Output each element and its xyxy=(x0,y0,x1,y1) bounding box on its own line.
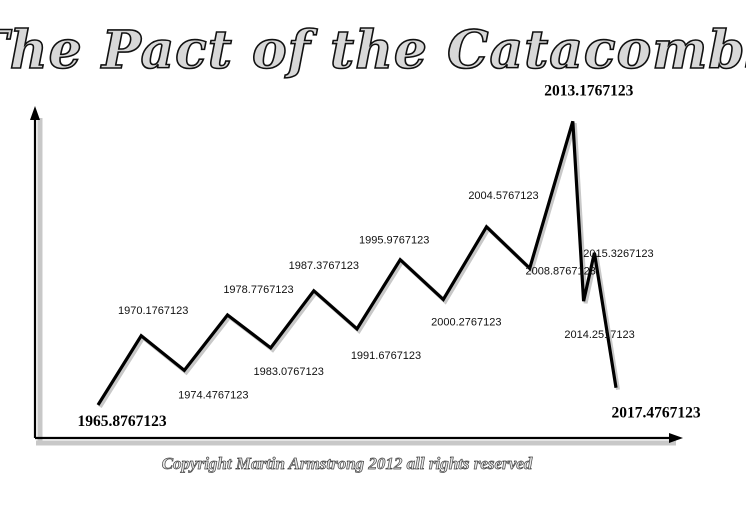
point-labels: 1965.8767123 1970.1767123 1974.4767123 1978… xyxy=(77,82,700,430)
point-label-major: 1965.8767123 xyxy=(77,413,166,430)
y-axis-arrow-icon xyxy=(30,106,40,120)
point-label: 1987.3767123 xyxy=(289,260,359,272)
point-label: 1991.6767123 xyxy=(351,350,421,362)
point-label: 2014.2517123 xyxy=(564,329,634,341)
point-label-major: 2017.4767123 xyxy=(611,405,700,422)
point-label: 2004.5767123 xyxy=(468,190,538,202)
point-label: 2015.3267123 xyxy=(583,248,653,260)
point-label: 1983.0767123 xyxy=(254,366,324,378)
point-label: 1974.4767123 xyxy=(178,389,248,401)
series-line xyxy=(96,120,618,406)
axes xyxy=(30,106,683,446)
point-label: 2008.8767123 xyxy=(526,265,596,277)
x-axis-arrow-icon xyxy=(669,433,683,443)
copyright-text: Copyright Martin Armstrong 2012 all righ… xyxy=(162,454,533,473)
point-label-major: 2013.1767123 xyxy=(544,82,633,99)
point-label: 1978.7767123 xyxy=(223,284,293,296)
point-label: 2000.2767123 xyxy=(431,317,501,329)
point-label: 1970.1767123 xyxy=(118,305,188,317)
point-label: 1995.9767123 xyxy=(359,235,429,247)
chart-title: The Pact of the Catacombs xyxy=(0,20,746,81)
